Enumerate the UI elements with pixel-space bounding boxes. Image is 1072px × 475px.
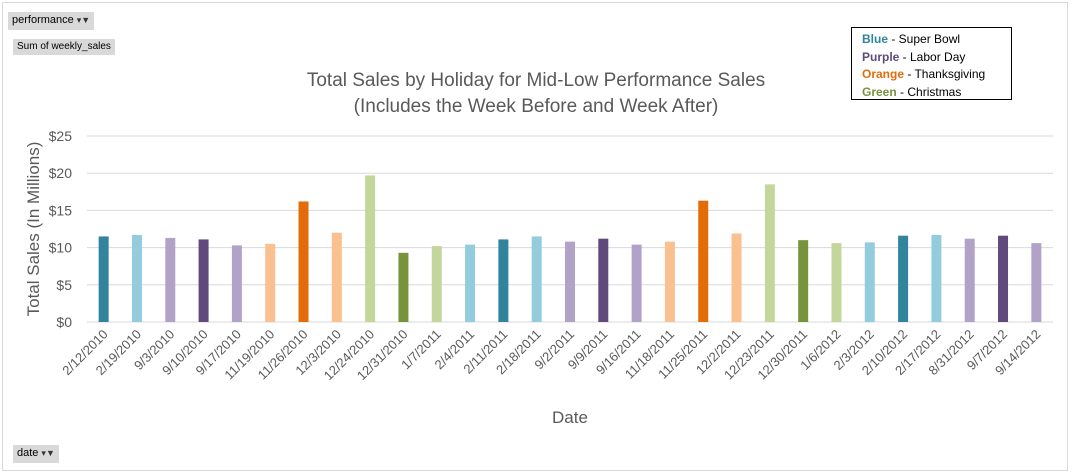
x-axis-label: Date [552, 408, 588, 427]
bar [831, 243, 841, 322]
y-tick-label: $5 [56, 277, 72, 293]
bar [232, 245, 242, 322]
legend-item-thanksgiving: Orange - Thanksgiving [862, 66, 1011, 84]
bar [99, 236, 109, 322]
performance-filter-button[interactable]: performance ▾▼ [8, 12, 94, 30]
values-field-label: Sum of weekly_sales [17, 41, 111, 52]
performance-filter-label: performance [12, 14, 74, 26]
bar [365, 175, 375, 322]
bar [165, 238, 175, 322]
legend-text: - Thanksgiving [904, 67, 985, 81]
bar [465, 245, 475, 322]
date-filter-button[interactable]: date ▾▼ [13, 445, 59, 463]
bar [998, 236, 1008, 322]
date-filter-label: date [17, 447, 38, 459]
bar [898, 236, 908, 322]
chart-subtitle: (Includes the Week Before and Week After… [354, 96, 719, 117]
bar [865, 242, 875, 322]
y-tick-label: $20 [49, 165, 73, 181]
bar [732, 233, 742, 322]
legend-item-labor-day: Purple - Labor Day [862, 49, 1011, 67]
legend-text: - Super Bowl [888, 32, 960, 46]
bar [665, 242, 675, 322]
bar [565, 242, 575, 322]
bar [931, 235, 941, 322]
bar [698, 201, 708, 322]
legend-keyword: Purple [862, 50, 899, 64]
y-tick-label: $10 [49, 240, 73, 256]
bar [498, 239, 508, 322]
bar [632, 245, 642, 322]
legend-text: - Labor Day [899, 50, 965, 64]
bar [132, 235, 142, 322]
y-tick-labels: $0 $5 $10 $15 $20 $25 [49, 128, 73, 330]
values-field-button[interactable]: Sum of weekly_sales [13, 39, 115, 55]
x-tick-labels: 2/12/20102/19/20109/3/20109/10/20109/17/… [59, 327, 1043, 384]
bar [965, 239, 975, 322]
bar [798, 240, 808, 322]
bar [199, 239, 209, 322]
legend-keyword: Green [862, 85, 897, 99]
bar [299, 201, 309, 322]
bar [332, 233, 342, 322]
bar [765, 184, 775, 322]
y-axis-label: Total Sales (In Millions) [24, 142, 43, 317]
bar [398, 253, 408, 322]
legend-text: - Christmas [897, 85, 962, 99]
bar [1031, 243, 1041, 322]
bars [99, 175, 1042, 322]
y-tick-label: $0 [56, 314, 72, 330]
filter-dropdown-icon: ▾▼ [41, 448, 54, 459]
bar [532, 236, 542, 322]
bar [598, 239, 608, 322]
legend-item-christmas: Green - Christmas [862, 84, 1011, 102]
legend-keyword: Blue [862, 32, 888, 46]
bar [432, 246, 442, 322]
legend-keyword: Orange [862, 67, 904, 81]
y-tick-label: $25 [49, 128, 73, 144]
legend-item-super-bowl: Blue - Super Bowl [862, 31, 1011, 49]
bar [265, 244, 275, 322]
chart-title: Total Sales by Holiday for Mid-Low Perfo… [307, 70, 765, 91]
y-tick-label: $15 [49, 202, 73, 218]
filter-dropdown-icon: ▾▼ [77, 15, 90, 26]
legend-box: Blue - Super Bowl Purple - Labor Day Ora… [851, 27, 1012, 100]
